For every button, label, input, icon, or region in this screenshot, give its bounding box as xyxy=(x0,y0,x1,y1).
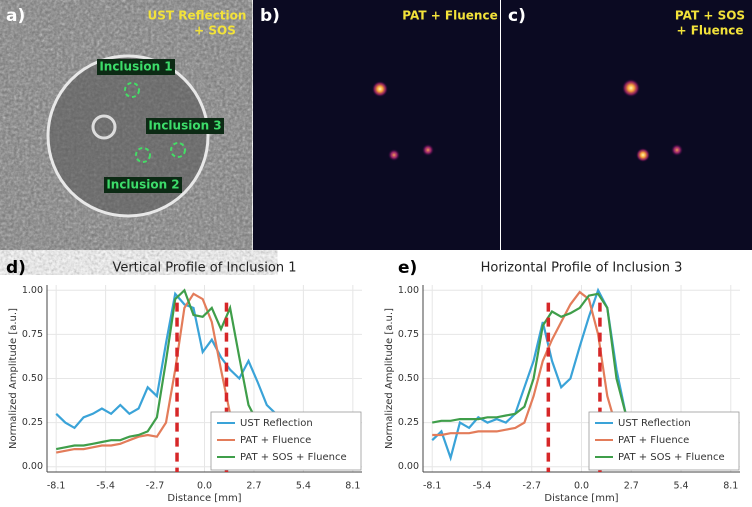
inclusion-label: Inclusion 1 xyxy=(99,60,172,74)
panel-label: e) xyxy=(398,258,417,278)
legend-box xyxy=(588,411,740,471)
panel-title: + SOS xyxy=(194,24,236,38)
image-c xyxy=(501,0,752,250)
x-tick-label: 5.4 xyxy=(296,481,311,492)
y-tick-label: 0.00 xyxy=(398,461,419,472)
image-b xyxy=(253,0,500,250)
x-tick-label: -8.1 xyxy=(47,481,66,492)
x-tick-label: 2.7 xyxy=(246,481,261,492)
panel-title: PAT + SOS xyxy=(675,9,745,23)
x-tick-label: -8.1 xyxy=(423,481,442,492)
x-axis-label: Distance [mm] xyxy=(167,493,241,504)
x-tick-label: 2.7 xyxy=(624,481,639,492)
legend-label: PAT + Fluence xyxy=(240,435,311,446)
panel-title: PAT + Fluence xyxy=(402,9,497,23)
panel-label: d) xyxy=(6,258,26,278)
spot xyxy=(422,144,434,156)
y-tick-label: 0.75 xyxy=(398,329,419,340)
y-tick-label: 0.50 xyxy=(22,373,43,384)
x-tick-label: 0.0 xyxy=(197,481,212,492)
y-axis-label: Normalized Amplitude [a.u.] xyxy=(8,308,19,449)
y-tick-label: 0.75 xyxy=(22,329,43,340)
image-a xyxy=(0,0,252,250)
y-tick-label: 0.25 xyxy=(22,417,43,428)
spot xyxy=(636,148,650,162)
inclusion-label: Inclusion 3 xyxy=(148,119,221,133)
x-tick-label: 5.4 xyxy=(673,481,688,492)
panel-label: a) xyxy=(6,6,25,26)
chart-title: Horizontal Profile of Inclusion 3 xyxy=(481,261,683,276)
y-tick-label: 0.50 xyxy=(398,373,419,384)
panel-title: UST Reflection xyxy=(148,9,247,23)
legend-box xyxy=(210,411,362,471)
x-tick-label: -2.7 xyxy=(146,481,165,492)
series-line xyxy=(431,292,728,429)
legend-label: UST Reflection xyxy=(240,418,313,429)
y-tick-label: 0.25 xyxy=(398,417,419,428)
spot xyxy=(671,144,683,156)
y-tick-label: 0.00 xyxy=(22,461,43,472)
legend-label: PAT + SOS + Fluence xyxy=(240,452,347,463)
x-tick-label: 8.1 xyxy=(723,481,738,492)
legend-label: PAT + SOS + Fluence xyxy=(618,452,725,463)
x-tick-label: -2.7 xyxy=(522,481,541,492)
spot xyxy=(388,149,400,161)
legend-label: PAT + Fluence xyxy=(618,435,689,446)
x-tick-label: -5.4 xyxy=(473,481,492,492)
x-tick-label: 0.0 xyxy=(574,481,589,492)
panel-label: c) xyxy=(508,6,526,26)
legend-label: UST Reflection xyxy=(618,418,691,429)
chart-title: Vertical Profile of Inclusion 1 xyxy=(112,261,296,276)
y-tick-label: 1.00 xyxy=(22,285,43,296)
panel-title: + Fluence xyxy=(676,24,743,38)
spot xyxy=(372,81,388,97)
y-tick-label: 1.00 xyxy=(398,285,419,296)
x-tick-label: 8.1 xyxy=(345,481,360,492)
x-tick-label: -5.4 xyxy=(96,481,115,492)
y-axis-label: Normalized Amplitude [a.u.] xyxy=(384,308,395,449)
x-axis-label: Distance [mm] xyxy=(544,493,618,504)
panel-label: b) xyxy=(260,6,280,26)
spot xyxy=(622,79,640,97)
inclusion-label: Inclusion 2 xyxy=(106,178,179,192)
